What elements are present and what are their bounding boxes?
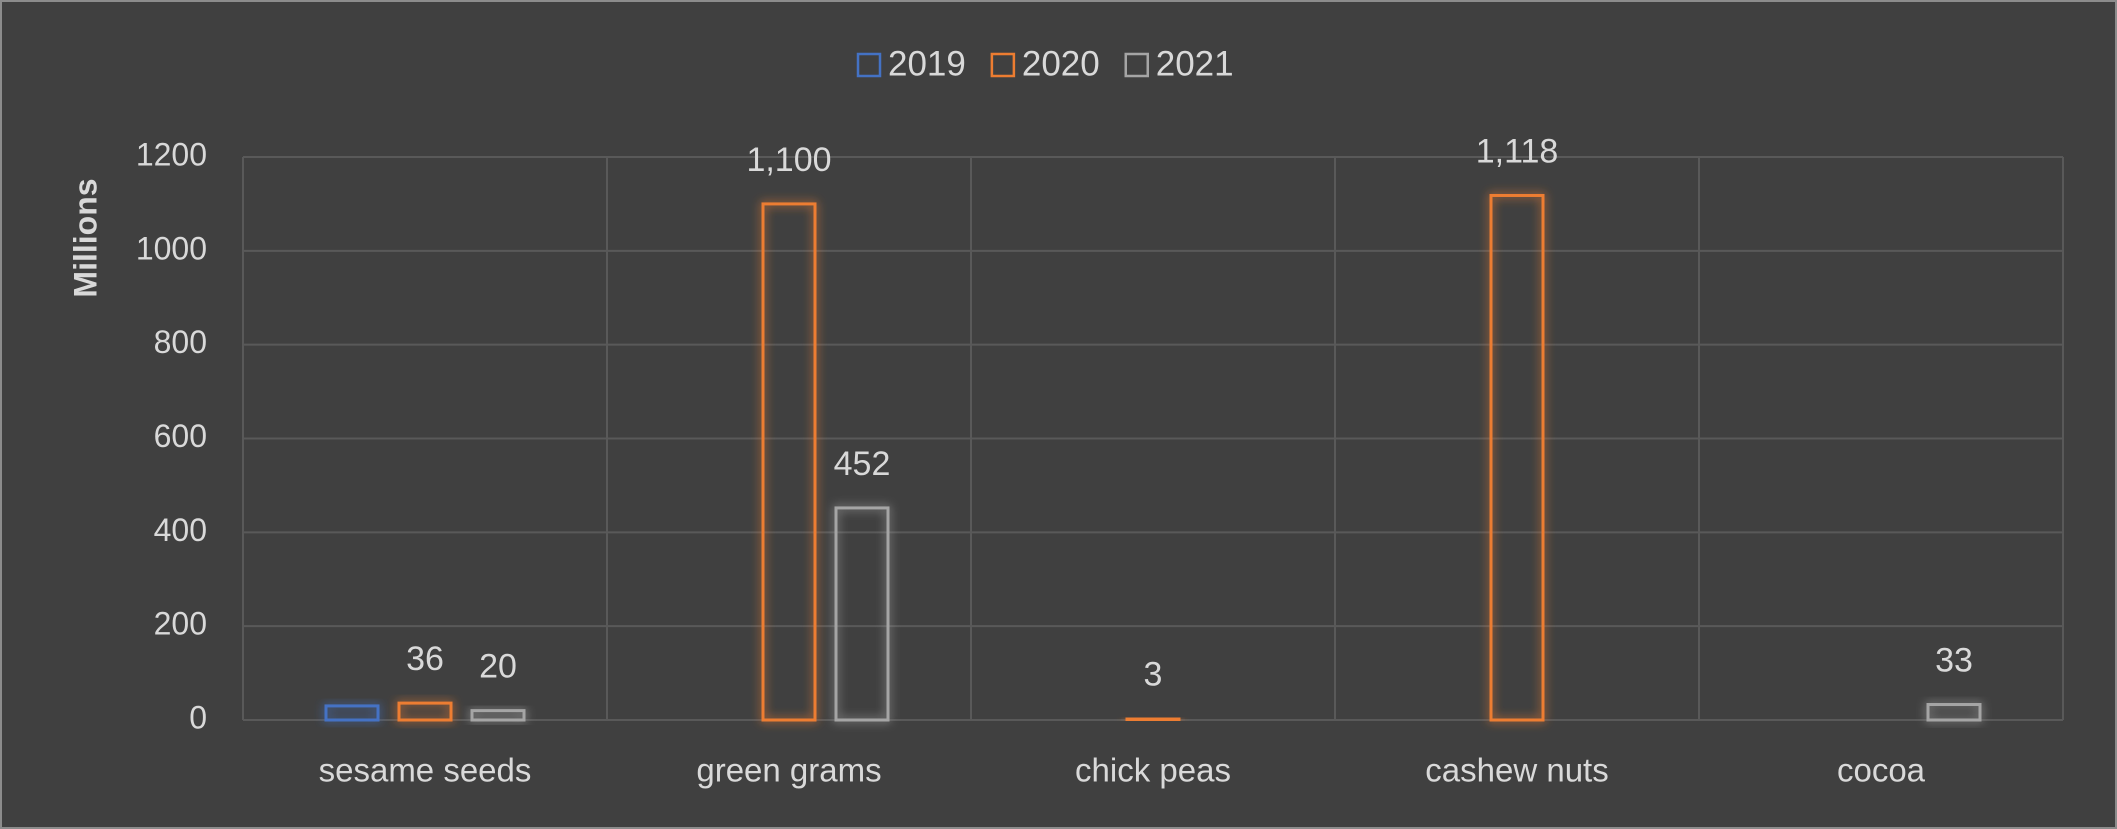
data-label: 3 — [1144, 656, 1163, 694]
data-label: 36 — [406, 640, 444, 678]
legend-label: 2019 — [888, 44, 966, 83]
legend-label: 2021 — [1156, 44, 1234, 83]
legend-label: 2020 — [1022, 44, 1100, 83]
bar — [1125, 717, 1181, 722]
data-label: 20 — [479, 648, 517, 686]
data-label: 452 — [834, 445, 891, 483]
y-axis-title: Millions — [67, 178, 103, 297]
data-label: 33 — [1935, 642, 1973, 680]
bar — [1489, 193, 1545, 722]
data-label: 1,100 — [746, 141, 831, 179]
x-tick-label: green grams — [696, 752, 881, 789]
legend-swatch — [856, 52, 882, 78]
y-tick-label: 1000 — [136, 230, 207, 266]
data-label: 1,118 — [1476, 132, 1559, 170]
bar — [397, 701, 453, 722]
bar — [324, 704, 380, 722]
x-tick-label: cocoa — [1837, 752, 1926, 789]
x-tick-label: chick peas — [1075, 752, 1231, 789]
bar — [470, 709, 526, 722]
bar — [1926, 703, 1982, 722]
y-tick-label: 600 — [154, 418, 207, 454]
bar — [834, 506, 890, 722]
y-tick-label: 800 — [154, 324, 207, 360]
legend-swatch — [990, 52, 1016, 78]
y-tick-label: 200 — [154, 606, 207, 642]
y-tick-label: 400 — [154, 512, 207, 548]
legend-swatch — [1124, 52, 1149, 78]
x-tick-label: sesame seeds — [319, 752, 532, 789]
y-tick-label: 0 — [189, 699, 207, 735]
y-tick-label: 1200 — [136, 136, 207, 172]
bar — [761, 202, 817, 722]
x-tick-label: cashew nuts — [1425, 752, 1608, 789]
